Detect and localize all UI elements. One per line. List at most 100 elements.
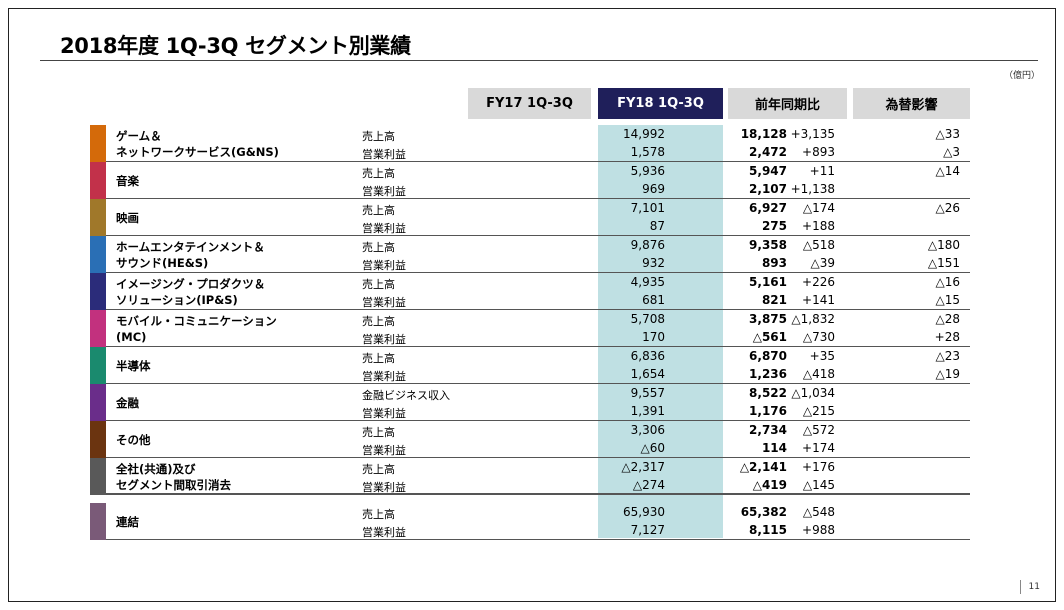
segment-name: ホームエンタテインメント＆ サウンド(HE&S) bbox=[116, 236, 265, 273]
segment-block: 連結 売上高 65,930 65,382 △548 営業利益 7,127 8,115 +988 bbox=[90, 503, 970, 540]
value-fy18: △561 bbox=[752, 330, 787, 344]
row-label: 営業利益 bbox=[362, 370, 406, 383]
segment-divider bbox=[106, 198, 970, 199]
page-title: 2018年度 1Q-3Q セグメント別業績 bbox=[60, 34, 411, 58]
value-yoy: +3,135 bbox=[790, 127, 835, 141]
value-fx: △26 bbox=[935, 201, 961, 215]
value-fy18: 821 bbox=[761, 293, 787, 307]
value-yoy: +188 bbox=[802, 219, 835, 233]
segment-color-bar bbox=[90, 503, 106, 540]
value-fy17: 170 bbox=[642, 330, 665, 344]
value-fy18: 114 bbox=[761, 441, 787, 455]
segment-block: 音楽 売上高 5,936 5,947 +11 △14 営業利益 969 2,107 +1,138 bbox=[90, 162, 970, 199]
row-label: 売上高 bbox=[362, 352, 395, 365]
table-row: 売上高 △2,317 △2,141 +176 bbox=[90, 459, 970, 477]
value-yoy: +11 bbox=[809, 164, 835, 178]
segment-name-line: 映画 bbox=[116, 210, 139, 225]
row-label: 売上高 bbox=[362, 241, 395, 254]
table-row: 売上高 3,306 2,734 △572 bbox=[90, 422, 970, 440]
row-label: 売上高 bbox=[362, 463, 395, 476]
segment-divider bbox=[106, 457, 970, 458]
segment-name-line: 金融 bbox=[116, 395, 139, 410]
segment-divider bbox=[106, 309, 970, 310]
value-yoy: +988 bbox=[802, 523, 835, 537]
value-fy17: 87 bbox=[649, 219, 665, 233]
segment-divider bbox=[106, 420, 970, 421]
row-label: 売上高 bbox=[362, 426, 395, 439]
value-yoy: △39 bbox=[810, 256, 836, 270]
segment-name-line: ネットワークサービス(G&NS) bbox=[116, 144, 279, 159]
segment-color-bar bbox=[90, 236, 106, 273]
segment-name-line: イメージング・プロダクツ＆ bbox=[116, 276, 266, 291]
value-fy17: 1,654 bbox=[630, 367, 665, 381]
unit-label: （億円） bbox=[1003, 71, 1040, 81]
table-row: 売上高 5,708 3,875 △1,832 △28 bbox=[90, 311, 970, 329]
table-row: 売上高 14,992 18,128 +3,135 △33 bbox=[90, 126, 970, 144]
segment-block: ゲーム＆ ネットワークサービス(G&NS) 売上高 14,992 18,128 +3,13… bbox=[90, 125, 970, 162]
value-fy18: 18,128 bbox=[740, 127, 787, 141]
value-yoy: △418 bbox=[802, 367, 835, 381]
value-fy17: 7,101 bbox=[630, 201, 665, 215]
value-yoy: +174 bbox=[802, 441, 835, 455]
table-row: 営業利益 681 821 +141 △15 bbox=[90, 292, 970, 310]
value-fy17: △2,317 bbox=[621, 460, 665, 474]
value-fy17: 1,578 bbox=[630, 145, 665, 159]
row-label: 営業利益 bbox=[362, 407, 406, 420]
value-fy18: 2,734 bbox=[749, 423, 787, 437]
table-row: 営業利益 1,654 1,236 △418 △19 bbox=[90, 366, 970, 384]
value-fy18: 9,358 bbox=[749, 238, 787, 252]
value-fy17: 9,876 bbox=[630, 238, 665, 252]
row-label: 営業利益 bbox=[362, 481, 406, 494]
row-label: 営業利益 bbox=[362, 222, 406, 235]
segment-divider bbox=[106, 383, 970, 384]
row-label: 営業利益 bbox=[362, 444, 406, 457]
segment-block: モバイル・コミュニケーション (MC) 売上高 5,708 3,875 △1,832 △28… bbox=[90, 310, 970, 347]
table-row: 営業利益 1,391 1,176 △215 bbox=[90, 403, 970, 421]
value-fy18: 2,472 bbox=[749, 145, 787, 159]
value-fy18: △419 bbox=[752, 478, 787, 492]
segment-divider bbox=[106, 161, 970, 162]
segment-name: 金融 bbox=[116, 384, 139, 421]
row-label: 営業利益 bbox=[362, 526, 406, 539]
segment-name: モバイル・コミュニケーション (MC) bbox=[116, 310, 277, 347]
column-header-fy17: FY17 1Q-3Q bbox=[468, 88, 591, 119]
segment-divider bbox=[106, 493, 970, 495]
value-fx: △3 bbox=[943, 145, 960, 159]
value-yoy: △1,832 bbox=[791, 312, 835, 326]
segment-name: 映画 bbox=[116, 199, 139, 236]
value-fy18: 1,176 bbox=[749, 404, 787, 418]
value-yoy: △548 bbox=[802, 505, 835, 519]
value-fx: △33 bbox=[935, 127, 961, 141]
value-fy18: 5,947 bbox=[749, 164, 787, 178]
table-row: 営業利益 7,127 8,115 +988 bbox=[90, 522, 970, 540]
value-fy17: 5,708 bbox=[630, 312, 665, 326]
segment-block: イメージング・プロダクツ＆ ソリューション(IP&S) 売上高 4,935 5,161 +… bbox=[90, 273, 970, 310]
segment-name-line: セグメント間取引消去 bbox=[116, 477, 231, 492]
page-number: 11 bbox=[1019, 580, 1040, 594]
table-row: 営業利益 932 893 △39 △151 bbox=[90, 255, 970, 273]
segment-color-bar bbox=[90, 273, 106, 310]
segment-name-line: 全社(共通)及び bbox=[116, 461, 196, 476]
value-fy18: 5,161 bbox=[749, 275, 787, 289]
segment-name-line: 半導体 bbox=[116, 358, 151, 373]
segment-block: 金融 金融ビジネス収入 9,557 8,522 △1,034 営業利益 1,391 1,176… bbox=[90, 384, 970, 421]
value-fy17: 3,306 bbox=[630, 423, 665, 437]
segment-block: 映画 売上高 7,101 6,927 △174 △26 営業利益 87 275 +188 bbox=[90, 199, 970, 236]
row-label: 金融ビジネス収入 bbox=[362, 389, 450, 402]
value-fy17: △274 bbox=[632, 478, 665, 492]
value-yoy: △572 bbox=[802, 423, 835, 437]
value-yoy: △145 bbox=[802, 478, 835, 492]
segment-divider bbox=[106, 272, 970, 273]
value-yoy: +141 bbox=[802, 293, 835, 307]
table-row: 営業利益 △60 114 +174 bbox=[90, 440, 970, 458]
segment-color-bar bbox=[90, 310, 106, 347]
value-fy17: 14,992 bbox=[623, 127, 665, 141]
segment-name: 全社(共通)及び セグメント間取引消去 bbox=[116, 458, 231, 495]
value-fx: △28 bbox=[935, 312, 961, 326]
value-fx: △180 bbox=[927, 238, 960, 252]
table-row: 営業利益 87 275 +188 bbox=[90, 218, 970, 236]
segment-color-bar bbox=[90, 125, 106, 162]
value-fy18: 65,382 bbox=[740, 505, 787, 519]
value-fy18: △2,141 bbox=[739, 460, 787, 474]
value-fy18: 8,522 bbox=[749, 386, 787, 400]
